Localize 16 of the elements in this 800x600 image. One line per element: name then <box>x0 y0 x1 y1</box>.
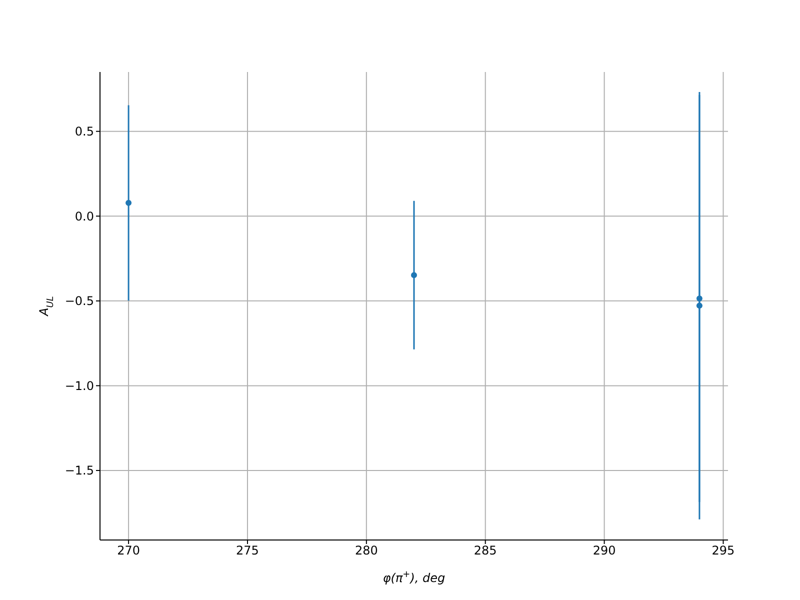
y-tick-label: 0.0 <box>74 209 94 224</box>
point <box>696 302 702 309</box>
x-tick-label: 295 <box>712 544 735 558</box>
point <box>126 200 132 206</box>
y-tick-label: 0.5 <box>74 124 94 139</box>
x-tick-label: 290 <box>592 544 616 558</box>
point <box>411 272 417 278</box>
x-tick-label: 275 <box>236 544 259 558</box>
y-tick-label: −0.5 <box>64 294 94 308</box>
y-tick-label: −1.5 <box>64 464 94 478</box>
x-tick-label: 270 <box>117 544 140 558</box>
y-tick-label: −1.0 <box>64 378 94 393</box>
point <box>696 296 702 302</box>
x-tick-label: 280 <box>354 544 378 558</box>
x-axis-title: φ(π$^{+}$), deg <box>382 570 446 585</box>
x-tick-label: 285 <box>474 544 497 558</box>
